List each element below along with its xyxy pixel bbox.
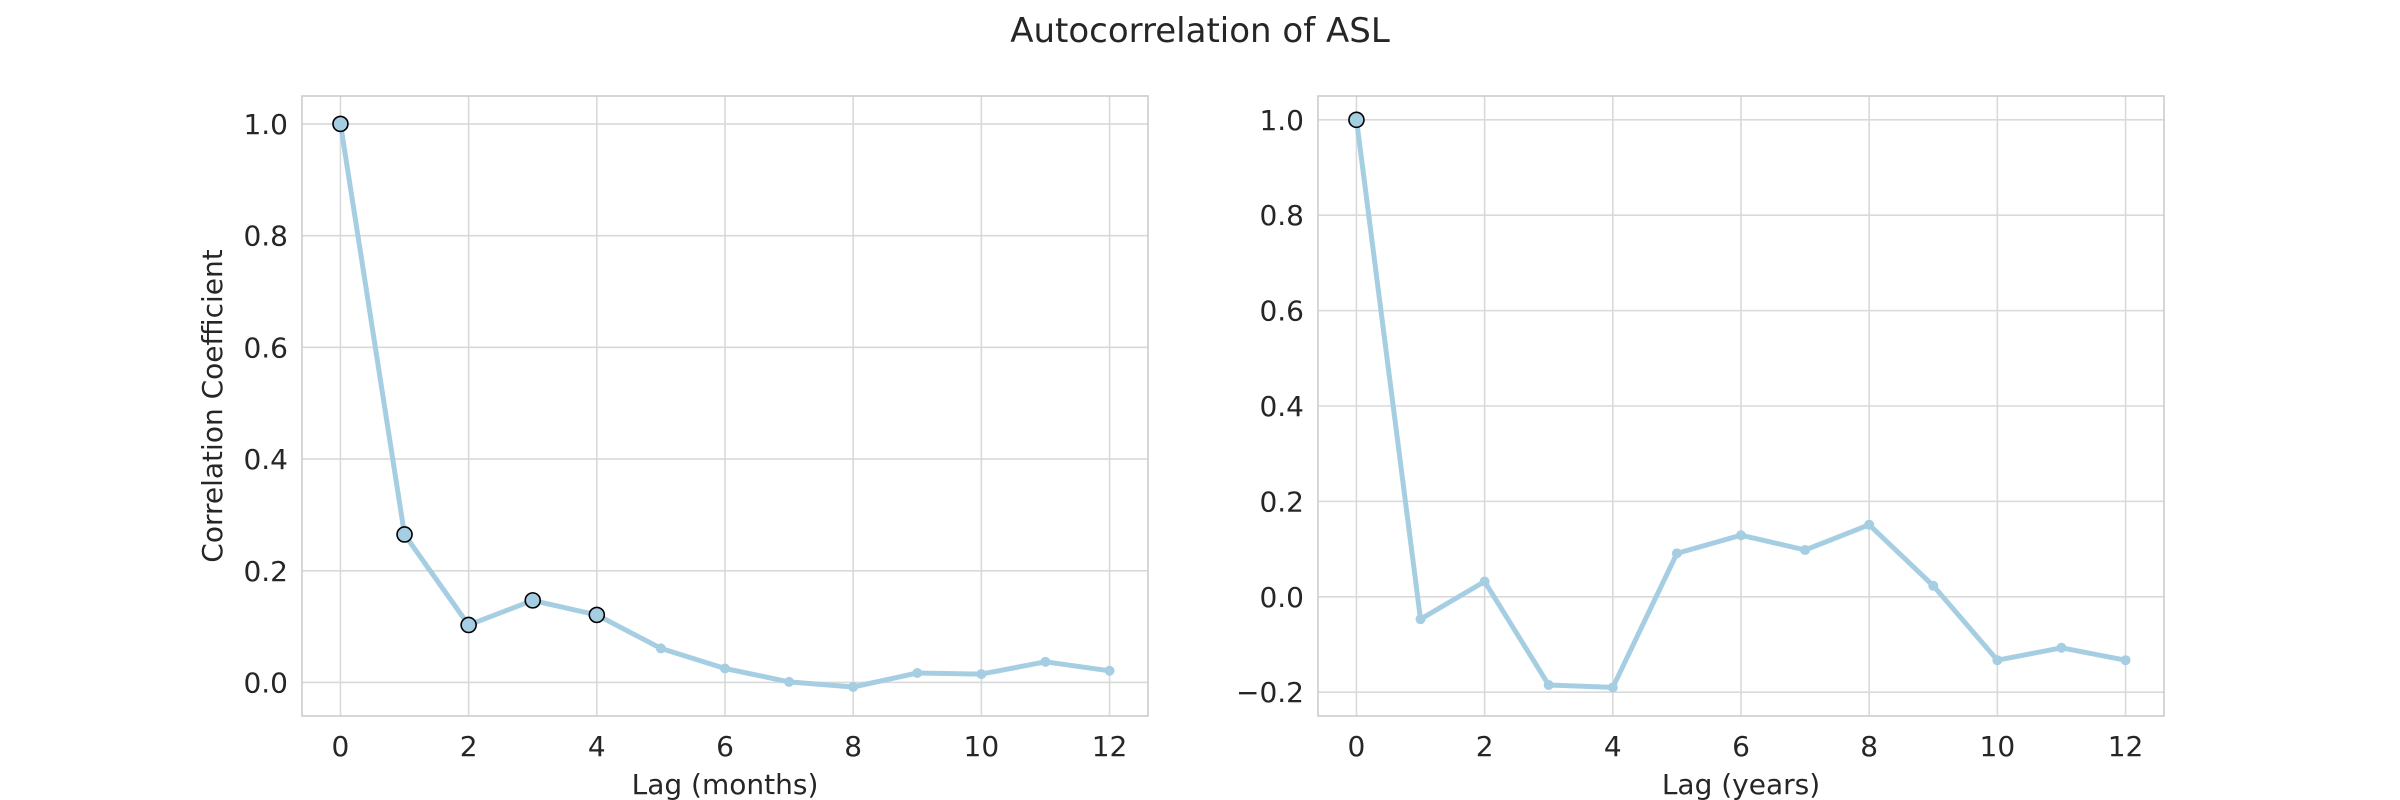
data-point bbox=[1671, 548, 1682, 559]
plot-frame bbox=[301, 95, 1149, 717]
chart-panel-monthly: 0 2 4 6 8 10 12 0.0 0.2 0.4 0.6 0.8 1.0 Lag (months) C… bbox=[196, 95, 1149, 800]
highlighted-data-point bbox=[524, 592, 542, 609]
x-tick-label: 8 bbox=[1860, 730, 1878, 763]
x-tick-label: 2 bbox=[1476, 730, 1494, 763]
y-tick-label: 0.4 bbox=[1259, 390, 1304, 423]
y-tick-label: 0.6 bbox=[243, 331, 288, 364]
x-tick-label: 12 bbox=[1092, 730, 1128, 763]
x-tick-label: 12 bbox=[2108, 730, 2144, 763]
data-point bbox=[1736, 530, 1746, 541]
data-point bbox=[720, 663, 730, 674]
y-tick-label: 0.4 bbox=[243, 443, 288, 476]
data-point bbox=[1415, 614, 1426, 625]
data-point bbox=[1543, 680, 1554, 690]
y-tick-label: 0.6 bbox=[1259, 295, 1304, 328]
x-tick-label: 6 bbox=[1732, 730, 1750, 763]
chart-panel-yearly: 0 2 4 6 8 10 12 −0.2 0.0 0.2 0.4 0.6 0.8 1.0 Lag (year… bbox=[1236, 95, 2165, 800]
data-point bbox=[848, 681, 859, 692]
data-point bbox=[1800, 545, 1811, 556]
x-axis-label: Lag (years) bbox=[1662, 768, 1820, 800]
data-point bbox=[2056, 642, 2067, 653]
data-point bbox=[976, 669, 987, 680]
highlighted-data-point bbox=[588, 606, 606, 624]
x-tick-label: 0 bbox=[1348, 730, 1366, 763]
data-point bbox=[655, 643, 666, 654]
highlighted-data-point bbox=[460, 616, 477, 634]
y-tick-label: 0.0 bbox=[1259, 581, 1304, 614]
x-tick-label: 4 bbox=[1604, 730, 1622, 763]
data-point bbox=[1479, 576, 1490, 587]
y-tick-label: 1.0 bbox=[243, 108, 288, 141]
data-point bbox=[912, 667, 923, 678]
x-axis-label: Lag (months) bbox=[632, 768, 819, 800]
x-tick-label: 6 bbox=[716, 730, 734, 763]
y-tick-label: 1.0 bbox=[1259, 104, 1304, 137]
x-tick-label: 2 bbox=[460, 730, 478, 763]
y-tick-label: 0.0 bbox=[243, 666, 288, 699]
data-point bbox=[1040, 656, 1051, 667]
figure-title: Autocorrelation of ASL bbox=[1010, 11, 1390, 51]
data-point bbox=[1992, 655, 2003, 666]
data-point bbox=[784, 676, 795, 687]
y-tick-label: 0.8 bbox=[1259, 199, 1304, 232]
y-tick-label: 0.2 bbox=[243, 555, 288, 588]
data-point bbox=[1104, 665, 1115, 676]
x-tick-label: 8 bbox=[844, 730, 862, 763]
highlighted-data-point bbox=[396, 526, 413, 543]
data-point bbox=[1607, 682, 1618, 693]
data-point bbox=[1864, 519, 1875, 530]
x-tick-label: 10 bbox=[964, 730, 1000, 763]
plot-frame bbox=[1317, 95, 2165, 717]
y-tick-label: −0.2 bbox=[1236, 676, 1304, 709]
y-tick-label: 0.8 bbox=[243, 220, 288, 253]
data-point bbox=[1928, 580, 1939, 591]
x-tick-label: 10 bbox=[1980, 730, 2016, 763]
x-tick-label: 4 bbox=[588, 730, 606, 763]
highlighted-data-point bbox=[332, 115, 349, 133]
y-axis-label: Correlation Coefficient bbox=[196, 249, 229, 562]
x-tick-label: 0 bbox=[332, 730, 350, 763]
data-point bbox=[2120, 655, 2131, 666]
highlighted-data-point bbox=[1348, 111, 1365, 129]
y-tick-label: 0.2 bbox=[1259, 485, 1304, 518]
